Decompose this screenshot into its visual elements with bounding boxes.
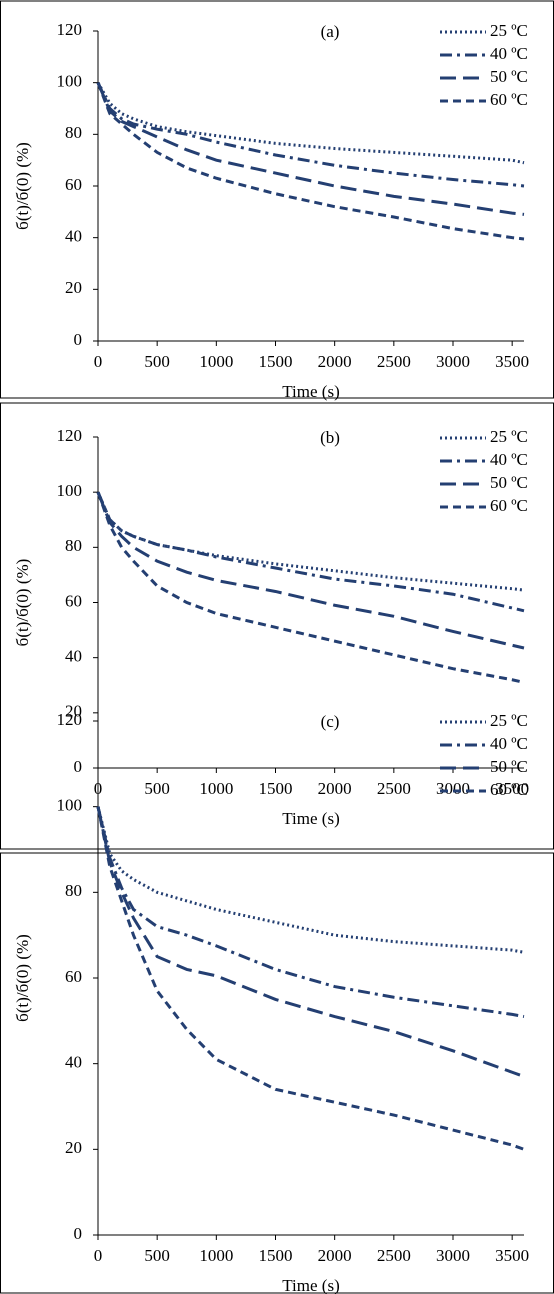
panel-border: [0, 852, 554, 1294]
x-tick-label: 1000: [199, 779, 233, 798]
x-tick-label: 3500: [495, 1246, 529, 1265]
y-tick-label: 0: [74, 330, 83, 349]
chart-title: (c): [321, 712, 340, 731]
x-tick-label: 3000: [436, 352, 470, 371]
x-tick-label: 2000: [318, 1246, 352, 1265]
series-line: [96, 806, 525, 1151]
x-tick-label: 2000: [318, 779, 352, 798]
legend-label: 50 ºC: [490, 473, 528, 492]
legend-label: 40 ºC: [490, 734, 528, 753]
y-tick-label: 60: [65, 967, 82, 986]
y-tick-label: 0: [74, 1224, 83, 1243]
x-axis-label: Time (s): [282, 1276, 339, 1294]
panel: 0 20 40 60 80 100 120 0 500 1000 1500 2000 2500 3000 3…: [0, 710, 554, 1294]
series-line: [96, 82, 525, 188]
chart-title: (b): [320, 428, 340, 447]
y-tick-label: 20: [65, 278, 82, 297]
legend-label: 40 ºC: [490, 450, 528, 469]
y-tick-label: 120: [57, 710, 83, 729]
x-tick-label: 0: [94, 1246, 103, 1265]
series-line: [96, 806, 525, 954]
y-tick-label: 60: [65, 591, 82, 610]
x-tick-label: 1500: [259, 352, 293, 371]
x-tick-label: 500: [144, 1246, 170, 1265]
x-tick-label: 2500: [377, 1246, 411, 1265]
legend-label: 25 ºC: [490, 711, 528, 730]
panel: 0 20 40 60 80 100 120 0 500 1000 1500 2000 2500 3000 3…: [0, 0, 554, 401]
x-tick-label: 0: [94, 352, 103, 371]
y-tick-label: 120: [57, 426, 83, 445]
x-tick-label: 1500: [259, 779, 293, 798]
x-tick-label: 1500: [259, 1246, 293, 1265]
y-tick-label: 20: [65, 1138, 82, 1157]
x-axis-label: Time (s): [282, 382, 339, 401]
y-tick-label: 60: [65, 175, 82, 194]
series-line: [96, 81, 525, 165]
x-tick-label: 1000: [199, 1246, 233, 1265]
series-line: [96, 82, 525, 216]
x-tick-label: 3000: [436, 779, 470, 798]
y-tick-label: 20: [65, 702, 82, 721]
y-tick-label: 80: [65, 536, 82, 555]
series-line: [96, 806, 525, 1019]
y-tick-label: 40: [65, 1053, 82, 1072]
y-tick-label: 100: [57, 796, 83, 815]
y-tick-label: 40: [65, 647, 82, 666]
series-line: [96, 491, 525, 684]
y-axis-label: б(t)/б(0) (%): [13, 559, 32, 647]
panel-border: [0, 0, 554, 399]
y-tick-label: 80: [65, 123, 82, 142]
legend-label: 25 ºC: [490, 427, 528, 446]
legend-label: 40 ºC: [490, 44, 528, 63]
x-axis-label: Time (s): [282, 809, 339, 828]
legend-label: 60 ºC: [490, 780, 528, 799]
series-line: [96, 491, 525, 613]
y-tick-label: 100: [57, 72, 83, 91]
legend-label: 50 ºC: [490, 67, 528, 86]
y-axis-label: б(t)/б(0) (%): [13, 142, 32, 230]
y-axis-label: б(t)/б(0) (%): [13, 934, 32, 1022]
legend-label: 50 ºC: [490, 757, 528, 776]
x-tick-label: 2500: [377, 352, 411, 371]
series-line: [96, 82, 525, 241]
chart-title: (a): [321, 22, 340, 41]
legend-label: 25 ºC: [490, 21, 528, 40]
x-tick-label: 3500: [495, 352, 529, 371]
legend-label: 60 ºC: [490, 496, 528, 515]
x-tick-label: 2000: [318, 352, 352, 371]
series-line: [96, 491, 525, 592]
series-line: [96, 806, 525, 1078]
x-tick-label: 3500: [495, 779, 529, 798]
x-tick-label: 500: [144, 779, 170, 798]
x-tick-label: 2500: [377, 779, 411, 798]
y-tick-label: 80: [65, 881, 82, 900]
legend-label: 60 ºC: [490, 90, 528, 109]
series-line: [96, 491, 525, 650]
y-tick-label: 0: [74, 757, 83, 776]
y-tick-label: 100: [57, 481, 83, 500]
y-tick-label: 40: [65, 227, 82, 246]
x-tick-label: 500: [144, 352, 170, 371]
y-tick-label: 120: [57, 20, 83, 39]
x-tick-label: 1000: [199, 352, 233, 371]
x-tick-label: 3000: [436, 1246, 470, 1265]
